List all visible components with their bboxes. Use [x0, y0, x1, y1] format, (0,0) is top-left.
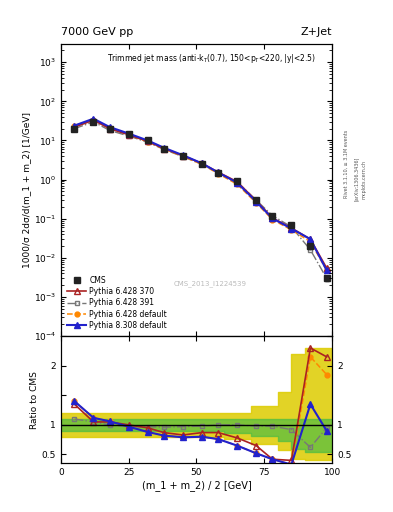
Text: CMS_2013_I1224539: CMS_2013_I1224539	[174, 280, 246, 287]
Y-axis label: 1000/σ 2dσ/d(m_1 + m_2) [1/GeV]: 1000/σ 2dσ/d(m_1 + m_2) [1/GeV]	[22, 112, 31, 268]
Legend: CMS, Pythia 6.428 370, Pythia 6.428 391, Pythia 6.428 default, Pythia 8.308 defa: CMS, Pythia 6.428 370, Pythia 6.428 391,…	[65, 273, 169, 332]
Text: Z+Jet: Z+Jet	[301, 27, 332, 37]
Text: [arXiv:1306.3436]: [arXiv:1306.3436]	[354, 157, 359, 201]
Text: Trimmed jet mass (anti-k$_\mathrm{T}$(0.7), 150<p$_\mathrm{T}$<220, |y|<2.5): Trimmed jet mass (anti-k$_\mathrm{T}$(0.…	[107, 52, 316, 66]
Text: mcplots.cern.ch: mcplots.cern.ch	[362, 160, 367, 199]
Text: Rivet 3.1.10, ≥ 3.1M events: Rivet 3.1.10, ≥ 3.1M events	[344, 130, 349, 198]
Text: 7000 GeV pp: 7000 GeV pp	[61, 27, 133, 37]
X-axis label: (m_1 + m_2) / 2 [GeV]: (m_1 + m_2) / 2 [GeV]	[141, 480, 252, 491]
Y-axis label: Ratio to CMS: Ratio to CMS	[30, 371, 39, 429]
